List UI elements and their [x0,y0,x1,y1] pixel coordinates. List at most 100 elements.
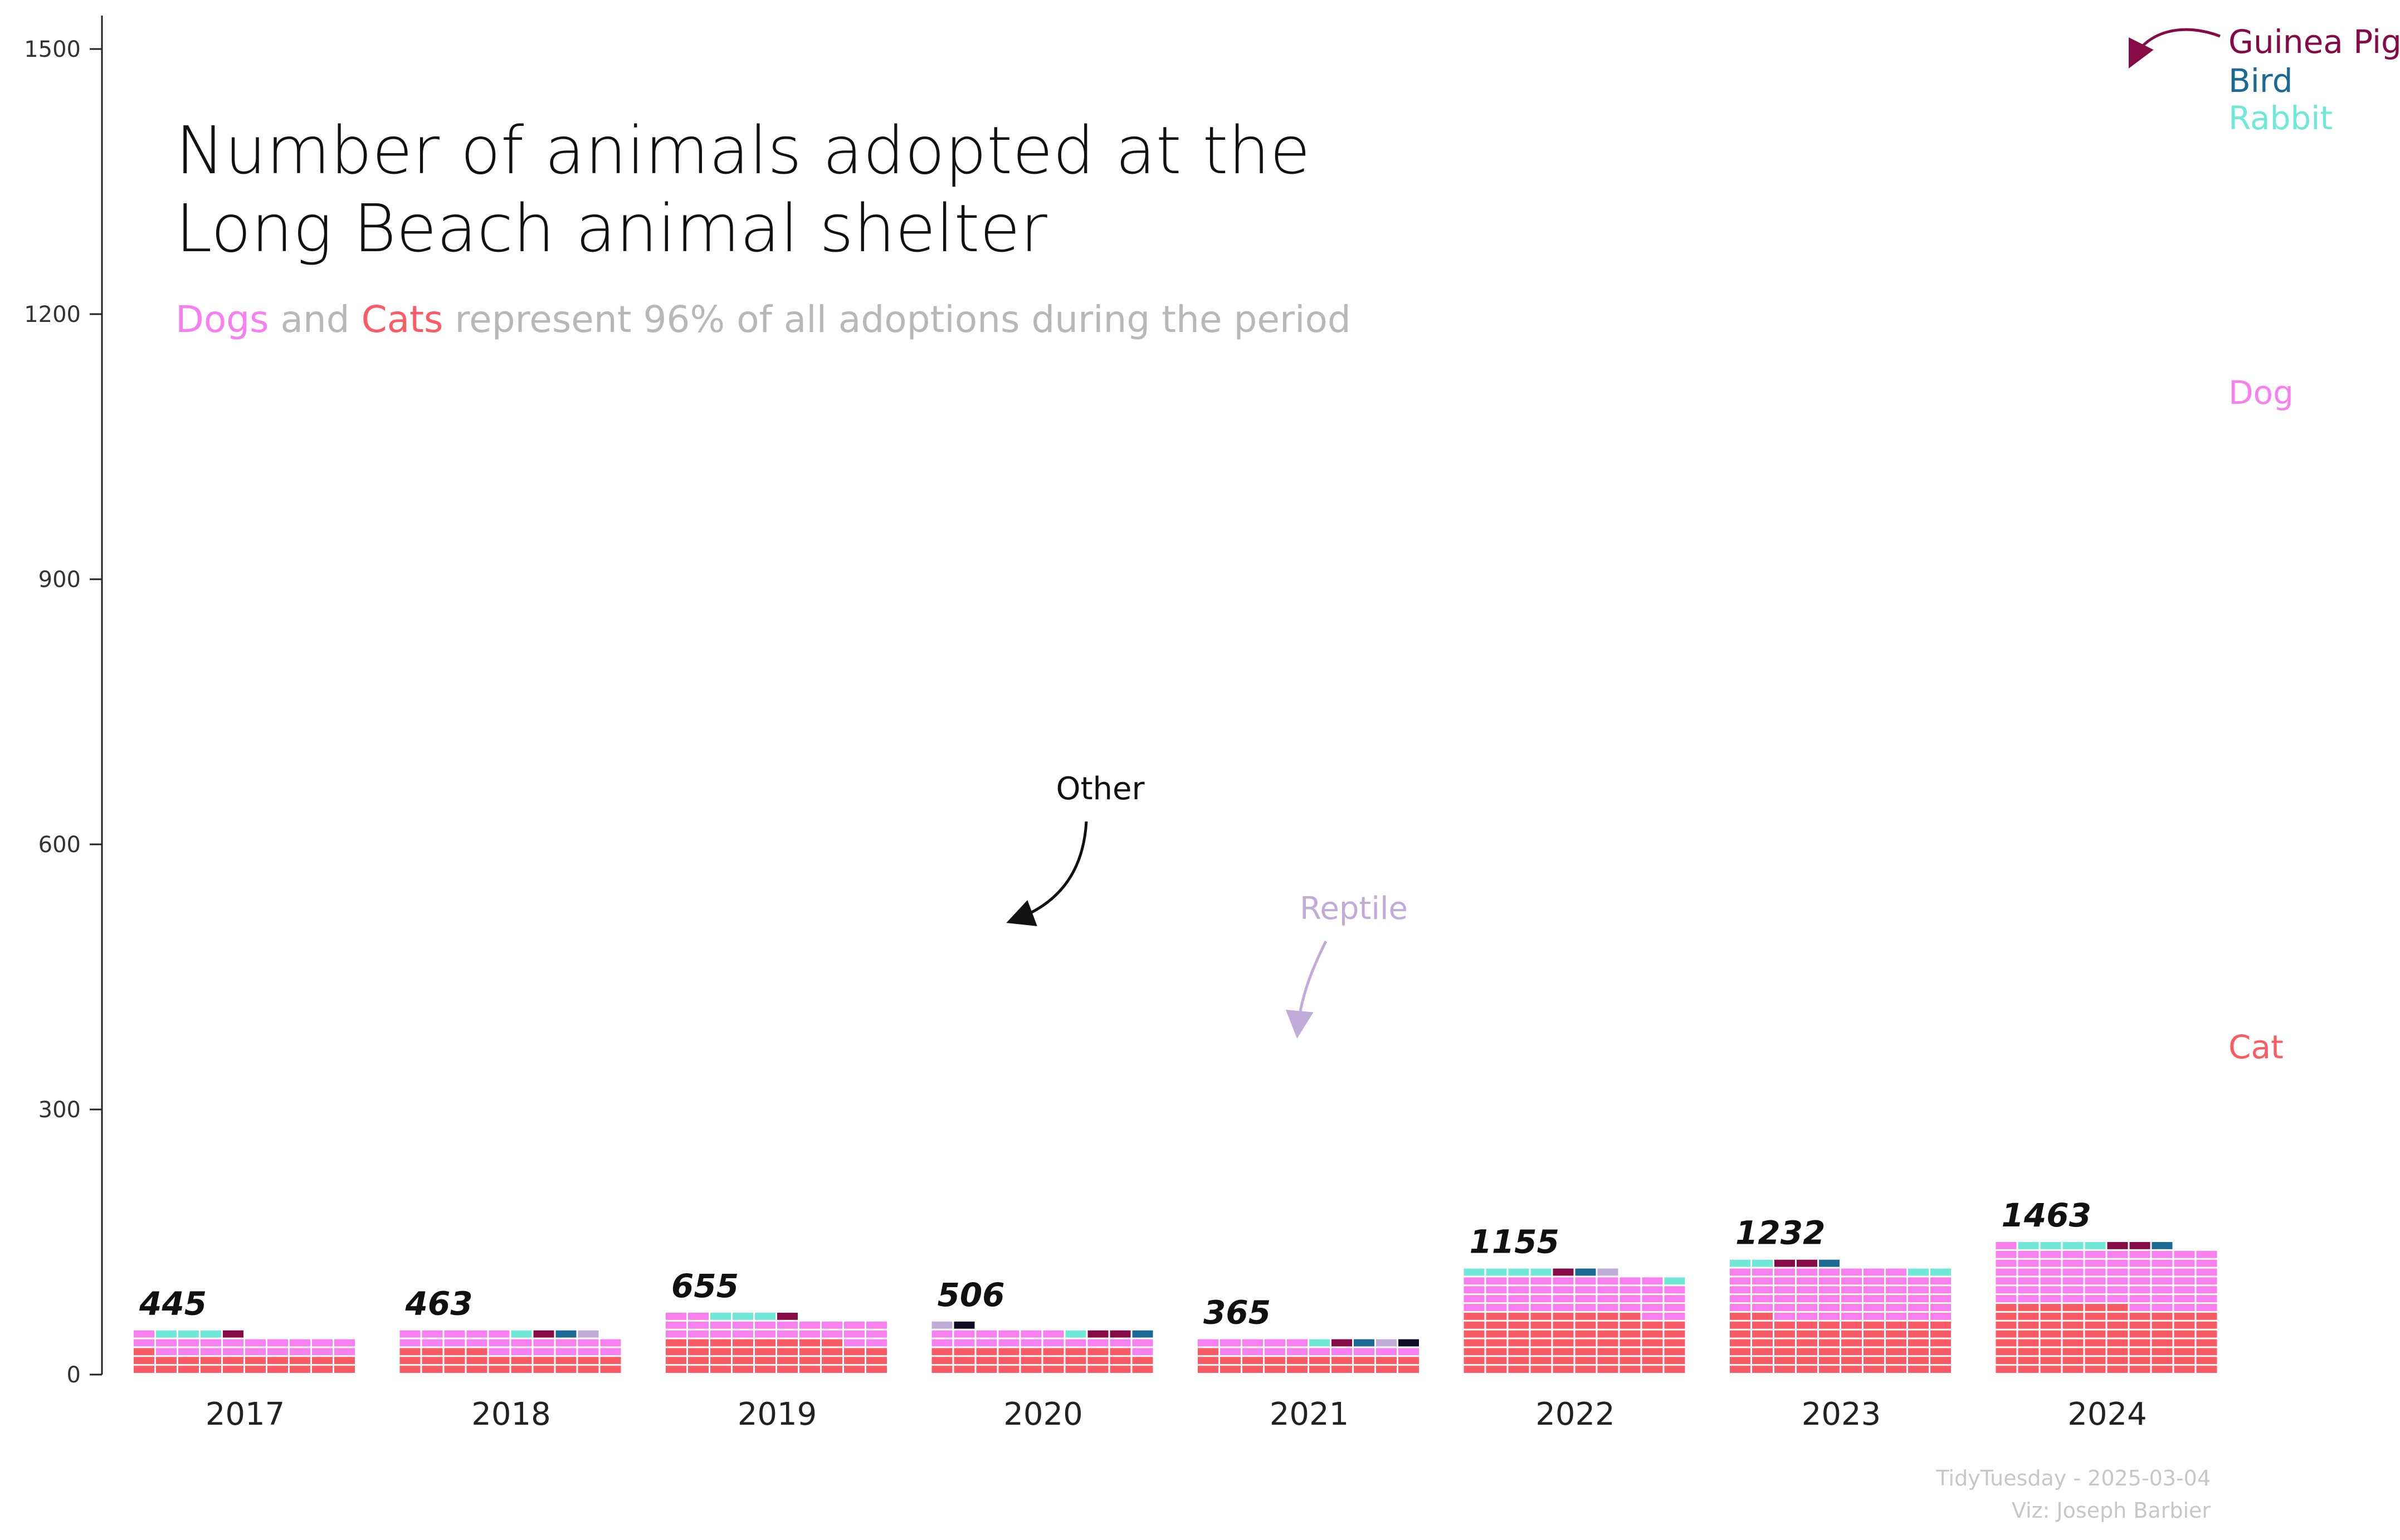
waffle-square-dog [1464,1304,1485,1311]
waffle-square-rabbit [1065,1330,1086,1338]
waffle-square-rabbit [1930,1268,1951,1276]
waffle-square-dog [844,1321,865,1329]
waffle-square-dog [1886,1304,1906,1311]
waffle-square-cat [511,1366,532,1373]
waffle-square-cat [2062,1357,2084,1365]
waffle-square-guinea-pig [1331,1339,1352,1347]
bar-2023 [1730,1259,1951,1373]
waffle-square-cat [1908,1339,1929,1347]
subtitle-dogs: Dogs [175,298,269,341]
waffle-square-dog [511,1348,532,1356]
waffle-square-dog [777,1330,798,1338]
waffle-square-cat [2129,1321,2150,1329]
waffle-square-rabbit [2085,1242,2106,1249]
waffle-square-cat [710,1339,731,1347]
waffle-square-cat [755,1366,775,1373]
waffle-square-dog [1730,1268,1750,1276]
waffle-square-dog [2152,1277,2173,1285]
waffle-square-cat [334,1366,355,1373]
waffle-square-cat [2129,1339,2150,1347]
waffle-square-cat [822,1366,842,1373]
waffle-square-dog [1198,1339,1218,1347]
waffle-square-cat [2107,1348,2128,1356]
waffle-square-cat [1819,1348,1840,1356]
waffle-square-rabbit [2062,1242,2084,1249]
waffle-square-rabbit [178,1330,199,1338]
waffle-square-dog [422,1330,443,1338]
waffle-square-cat [1819,1321,1840,1329]
waffle-square-dog [1021,1330,1042,1338]
waffle-square-dog [866,1339,887,1347]
waffle-square-cat [799,1366,820,1373]
waffle-square-dog [2062,1286,2084,1294]
waffle-square-dog [1398,1348,1419,1356]
waffle-square-dog [1486,1286,1507,1294]
waffle-square-reptile [1376,1339,1397,1347]
waffle-square-dog [1642,1312,1663,1320]
waffle-square-cat [1664,1339,1685,1347]
waffle-square-dog [1287,1348,1308,1356]
waffle-square-dog [1930,1277,1951,1285]
waffle-square-rabbit [1730,1259,1750,1267]
y-axis: 0 300 600 900 1200 1500 [24,16,103,1388]
waffle-square-cat [2174,1366,2195,1373]
waffle-square-cat [1486,1312,1507,1320]
waffle-square-dog [1774,1312,1795,1320]
waffle-square-cat [1619,1357,1641,1365]
waffle-square-dog [1996,1250,2017,1258]
waffle-square-dog [1664,1295,1685,1303]
waffle-square-dog [1265,1348,1285,1356]
waffle-square-cat [1752,1339,1773,1347]
waffle-square-dog [2062,1277,2084,1285]
waffle-square-dog [1886,1268,1906,1276]
waffle-square-dog [666,1330,686,1338]
waffle-square-cat [931,1348,953,1356]
waffle-square-guinea-pig [1797,1259,1817,1267]
waffle-square-dog [555,1339,577,1347]
waffle-square-cat [1642,1339,1663,1347]
waffle-square-cat [1841,1330,1862,1338]
waffle-square-cat [1619,1366,1641,1373]
waffle-square-cat [1886,1339,1906,1347]
waffle-square-dog [1996,1277,2017,1285]
x-tick-label: 2018 [471,1396,551,1433]
caption-source: TidyTuesday - 2025-03-04 [1936,1466,2211,1490]
waffle-square-cat [1486,1330,1507,1338]
waffle-square-dog [1110,1339,1131,1347]
annotation-reptile-arrow [1285,940,1328,1039]
waffle-square-cat [1642,1330,1663,1338]
waffle-square-guinea-pig [1774,1259,1795,1267]
waffle-square-cat [2129,1330,2150,1338]
waffle-square-cat [2018,1366,2039,1373]
waffle-square-cat [1354,1357,1374,1365]
waffle-square-rabbit [733,1312,753,1320]
waffle-square-cat [1486,1348,1507,1356]
waffle-square-dog [1774,1304,1795,1311]
waffle-square-cat [2085,1330,2106,1338]
waffle-square-cat [134,1366,154,1373]
y-tick-label: 1200 [24,302,81,327]
waffle-square-dog [688,1330,709,1338]
waffle-square-rabbit [755,1312,775,1320]
waffle-square-cat [666,1348,686,1356]
bar-total-label: 445 [139,1285,207,1323]
waffle-square-cat [312,1366,333,1373]
waffle-square-cat [866,1366,887,1373]
waffle-square-cat [2196,1330,2217,1338]
waffle-square-dog [1752,1286,1773,1294]
waffle-square-cat [666,1339,686,1347]
waffle-square-cat [1619,1312,1641,1320]
waffle-square-dog [2129,1304,2150,1311]
waffle-square-cat [1530,1366,1552,1373]
waffle-square-bird [1575,1268,1596,1276]
subtitle-and: and [269,298,362,341]
waffle-square-dog [2174,1277,2195,1285]
waffle-square-dog [2018,1286,2039,1294]
legend-bird: Bird [2228,62,2293,100]
waffle-square-cat [1841,1357,1862,1365]
waffle-square-dog [710,1330,731,1338]
waffle-square-cat [1530,1312,1552,1320]
waffle-square-cat [1553,1339,1574,1347]
waffle-square-dog [1819,1312,1840,1320]
waffle-square-cat [1508,1366,1529,1373]
